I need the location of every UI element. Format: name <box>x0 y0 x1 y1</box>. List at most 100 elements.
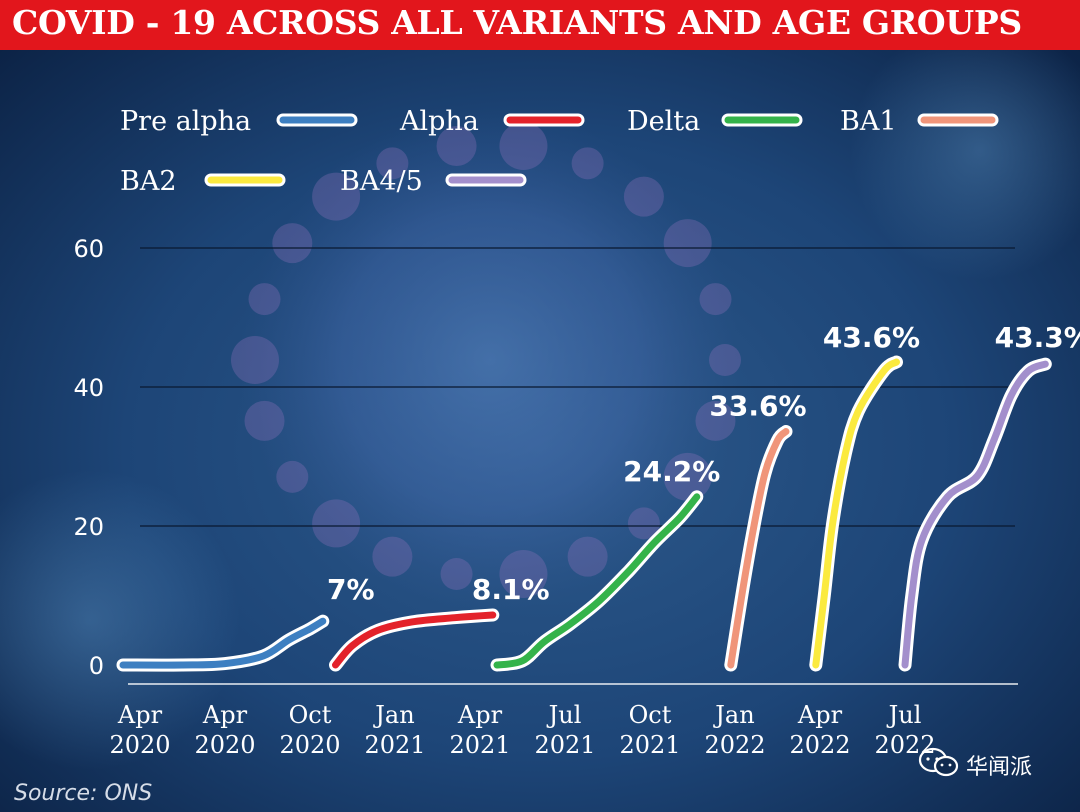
virus-spike <box>376 147 409 180</box>
y-tick-label: 20 <box>73 513 104 541</box>
virus-spike <box>499 549 548 598</box>
virus-spike <box>436 126 477 167</box>
virus-spike <box>312 172 361 221</box>
series-line <box>812 358 900 669</box>
end-label-pre-alpha: 7% <box>327 573 375 606</box>
chart-title: COVID - 19 ACROSS ALL VARIANTS AND AGE G… <box>12 3 1022 42</box>
y-tick-label: 0 <box>89 652 104 680</box>
series-delta <box>490 490 704 672</box>
virus-spike <box>709 344 741 376</box>
legend-item-ba2: BA2 <box>120 166 286 197</box>
series-ba1 <box>724 425 793 672</box>
virus-spike <box>244 400 285 441</box>
x-tick-month: Oct <box>629 701 672 729</box>
x-tick-year: 2021 <box>449 731 510 759</box>
virus-spike <box>231 336 279 384</box>
virus-spike <box>571 147 604 180</box>
series-lines <box>116 355 1052 672</box>
legend-item-ba4-5: BA4/5 <box>340 166 527 197</box>
virus-spike <box>372 536 413 577</box>
series-line <box>493 493 701 669</box>
virus-spike <box>272 223 313 264</box>
virus-spike <box>623 176 664 217</box>
legend-label: BA2 <box>120 166 177 197</box>
series-end-labels: 7% 8.1% 24.2% 33.6% 43.6% 43.3% <box>327 321 1080 606</box>
y-axis-ticks: 0 20 40 60 <box>73 235 104 680</box>
legend-item-ba1: BA1 <box>840 106 999 137</box>
y-tick-label: 40 <box>73 374 104 402</box>
series-outline <box>809 355 903 672</box>
x-tick-year: 2021 <box>364 731 425 759</box>
series-line <box>727 428 790 669</box>
series-alpha <box>329 608 500 672</box>
series-outline <box>898 357 1052 672</box>
x-tick-month: Apr <box>797 701 843 729</box>
series-line <box>901 360 1049 669</box>
end-label-alpha: 8.1% <box>472 573 550 606</box>
x-tick-month: Oct <box>289 701 332 729</box>
x-axis-ticks: Apr2020Apr2020Oct2020Jan2021Apr2021Jul20… <box>109 701 935 759</box>
legend-label: Pre alpha <box>120 106 251 137</box>
end-label-ba2: 43.6% <box>823 321 920 354</box>
virus-spike <box>663 452 712 501</box>
virus-spike <box>663 219 712 268</box>
legend-label: BA1 <box>840 106 897 137</box>
x-tick-month: Jan <box>712 701 754 729</box>
x-tick-month: Apr <box>202 701 248 729</box>
series-line <box>119 617 327 669</box>
virus-spike <box>499 122 548 171</box>
x-tick-year: 2022 <box>704 731 765 759</box>
virus-spike <box>276 460 309 493</box>
series-ba4-5 <box>898 357 1052 672</box>
title-bar: COVID - 19 ACROSS ALL VARIANTS AND AGE G… <box>0 0 1080 50</box>
watermark-text: 华闻派 <box>966 755 1033 780</box>
virus-spike <box>695 400 736 441</box>
virus-spike <box>567 536 608 577</box>
x-tick-year: 2022 <box>874 731 935 759</box>
legend-label: Delta <box>627 106 700 137</box>
end-label-ba1: 33.6% <box>709 389 806 422</box>
series-ba2 <box>809 355 903 672</box>
chat-bubbles-icon <box>918 747 959 777</box>
x-tick-year: 2020 <box>109 731 170 759</box>
series-line <box>332 611 497 669</box>
series-outline <box>116 614 330 672</box>
x-tick-year: 2020 <box>194 731 255 759</box>
x-tick-year: 2021 <box>619 731 680 759</box>
end-label-ba4-5: 43.3% <box>995 321 1080 354</box>
virus-spike <box>627 507 660 540</box>
x-tick-month: Jul <box>886 701 922 729</box>
legend: Pre alpha Alpha Delta BA1 BA2 BA4/5 <box>120 106 999 197</box>
virus-spike <box>699 283 732 316</box>
source-note: Source: ONS <box>14 781 153 806</box>
x-tick-year: 2021 <box>534 731 595 759</box>
end-label-delta: 24.2% <box>623 455 720 488</box>
virus-spike <box>248 283 281 316</box>
series-pre-alpha <box>116 614 330 672</box>
x-tick-year: 2022 <box>789 731 850 759</box>
virus-spike <box>312 499 361 548</box>
legend-item-alpha: Alpha <box>399 106 585 137</box>
x-tick-month: Jul <box>546 701 582 729</box>
legend-item-pre-alpha: Pre alpha <box>120 106 358 137</box>
x-tick-month: Apr <box>117 701 163 729</box>
legend-item-delta: Delta <box>627 106 803 137</box>
x-tick-month: Jan <box>372 701 414 729</box>
x-tick-year: 2020 <box>279 731 340 759</box>
virus-spike <box>440 557 473 590</box>
x-tick-month: Apr <box>457 701 503 729</box>
legend-label: Alpha <box>399 106 479 137</box>
